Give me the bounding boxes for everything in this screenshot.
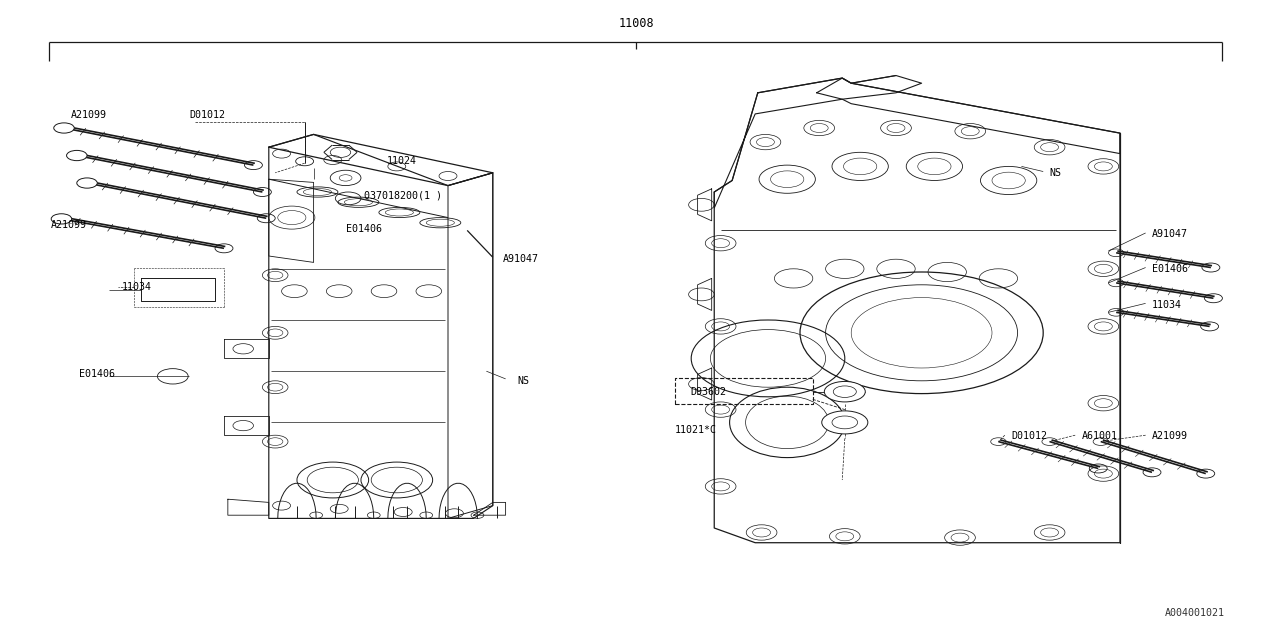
Text: 11021*C: 11021*C <box>675 425 717 435</box>
Text: E01406: E01406 <box>79 369 115 380</box>
Text: A21099: A21099 <box>70 110 106 120</box>
Circle shape <box>54 123 74 133</box>
Text: D01012: D01012 <box>1011 431 1047 442</box>
Circle shape <box>906 152 963 180</box>
Circle shape <box>51 214 72 224</box>
Circle shape <box>67 150 87 161</box>
Circle shape <box>759 165 815 193</box>
Text: A61001: A61001 <box>1082 431 1117 442</box>
Text: 11034: 11034 <box>122 282 151 292</box>
Text: 11024: 11024 <box>387 156 416 166</box>
Text: D93602: D93602 <box>690 387 726 397</box>
Text: A004001021: A004001021 <box>1165 608 1225 618</box>
Text: A91047: A91047 <box>503 254 539 264</box>
Circle shape <box>824 381 865 402</box>
Text: A91047: A91047 <box>1152 228 1188 239</box>
Circle shape <box>832 152 888 180</box>
Circle shape <box>77 178 97 188</box>
Text: E01406: E01406 <box>346 224 381 234</box>
Circle shape <box>980 166 1037 195</box>
Text: E01406: E01406 <box>1152 264 1188 274</box>
Text: 11034: 11034 <box>1152 300 1181 310</box>
Text: NS: NS <box>1050 168 1061 178</box>
Text: A21099: A21099 <box>1152 431 1188 442</box>
Text: A21099: A21099 <box>51 220 87 230</box>
Text: D01012: D01012 <box>189 110 225 120</box>
Text: 11008: 11008 <box>618 17 654 30</box>
Text: 037018200(1 ): 037018200(1 ) <box>364 190 442 200</box>
Circle shape <box>822 411 868 434</box>
Text: NS: NS <box>517 376 529 386</box>
